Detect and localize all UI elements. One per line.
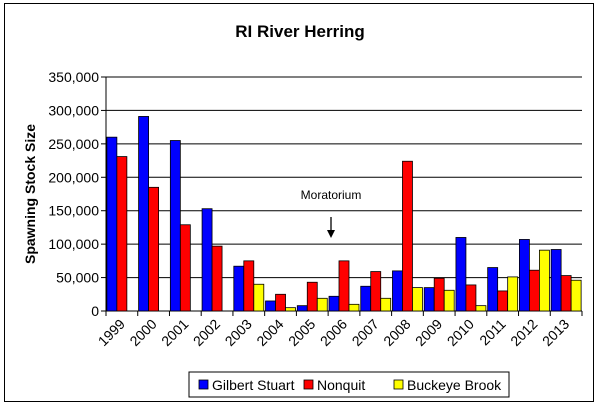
bar-buckeye-brook-2009	[443, 289, 455, 312]
x-tick-label: 2008	[380, 316, 413, 349]
x-tick-label: 2001	[158, 316, 191, 349]
bar-nonquit-2002	[211, 245, 223, 312]
annotation-text: Moratorium	[301, 188, 362, 202]
legend-label: Nonquit	[317, 377, 365, 393]
bar-buckeye-brook-2004	[285, 307, 296, 312]
bar-nonquit-1999	[116, 156, 128, 312]
bar-gilbert-stuart-2004	[265, 300, 276, 312]
x-tick-label: 2013	[539, 316, 572, 349]
bar-nonquit-2001	[179, 224, 191, 312]
bar-gilbert-stuart-2009	[423, 287, 435, 312]
bar-nonquit-2000	[148, 186, 160, 312]
bar-nonquit-2003	[243, 260, 255, 312]
bar-gilbert-stuart-2002	[201, 208, 213, 312]
legend-label: Buckeye Brook	[407, 377, 502, 393]
bar-gilbert-stuart-2000	[138, 116, 150, 312]
bar-buckeye-brook-2011	[507, 276, 519, 312]
x-tick-label: 2005	[285, 316, 318, 349]
bar-nonquit-2009	[433, 277, 445, 312]
bar-nonquit-2013	[560, 275, 572, 312]
y-axis-label: Spawning Stock Size	[22, 124, 38, 264]
x-tick-label: 2000	[126, 316, 159, 349]
bar-gilbert-stuart-1999	[106, 136, 118, 312]
bar-buckeye-brook-2007	[380, 297, 392, 312]
chart-title: RI River Herring	[235, 22, 364, 41]
bar-nonquit-2008	[402, 160, 413, 312]
y-tick-label: 100,000	[48, 236, 99, 252]
bar-buckeye-brook-2012	[539, 249, 550, 312]
bar-buckeye-brook-2006	[348, 303, 360, 312]
y-tick-label: 250,000	[48, 136, 99, 152]
bar-nonquit-2012	[529, 269, 540, 312]
bar-gilbert-stuart-2012	[519, 239, 530, 312]
bar-gilbert-stuart-2008	[392, 270, 403, 312]
bar-buckeye-brook-2003	[253, 283, 265, 312]
legend-swatch-gilbert-stuart	[198, 379, 209, 390]
x-tick-label: 2003	[222, 316, 255, 349]
x-tick-label: 2011	[476, 316, 509, 349]
bar-nonquit-2006	[338, 260, 350, 312]
bar-nonquit-2007	[370, 271, 382, 312]
bar-gilbert-stuart-2007	[360, 285, 372, 312]
bar-gilbert-stuart-2005	[296, 305, 308, 312]
bar-nonquit-2005	[306, 281, 318, 312]
bar-nonquit-2004	[275, 293, 286, 312]
y-tick-label: 200,000	[48, 169, 99, 185]
bar-nonquit-2010	[465, 284, 477, 312]
annotation-arrow-head	[327, 230, 335, 238]
bar-gilbert-stuart-2010	[455, 237, 467, 312]
x-tick-label: 2012	[507, 316, 540, 349]
bar-buckeye-brook-2010	[475, 305, 487, 312]
x-tick-label: 2006	[317, 316, 350, 349]
y-tick-label: 150,000	[48, 203, 99, 219]
x-tick-label: 1999	[95, 316, 128, 349]
x-tick-label: 2002	[190, 316, 223, 349]
y-tick-label: 0	[91, 303, 99, 319]
x-tick-label: 2010	[444, 316, 477, 349]
y-tick-label: 50,000	[56, 270, 99, 286]
bar-gilbert-stuart-2011	[487, 267, 499, 312]
legend-swatch-nonquit	[303, 379, 314, 390]
x-tick-label: 2004	[253, 316, 286, 349]
bar-gilbert-stuart-2001	[169, 140, 181, 312]
bar-gilbert-stuart-2013	[550, 249, 562, 312]
legend-label: Gilbert Stuart	[212, 377, 295, 393]
bar-gilbert-stuart-2006	[328, 295, 340, 312]
y-tick-label: 350,000	[48, 69, 99, 85]
bar-gilbert-stuart-2003	[233, 265, 245, 312]
x-tick-label: 2007	[349, 316, 382, 349]
bar-buckeye-brook-2013	[570, 279, 582, 312]
legend	[188, 371, 510, 398]
x-tick-label: 2009	[412, 316, 445, 349]
y-tick-label: 300,000	[48, 102, 99, 118]
bar-buckeye-brook-2008	[412, 287, 423, 312]
legend-swatch-buckeye-brook	[393, 379, 404, 390]
bar-nonquit-2011	[497, 290, 509, 312]
bar-buckeye-brook-2005	[316, 297, 328, 312]
